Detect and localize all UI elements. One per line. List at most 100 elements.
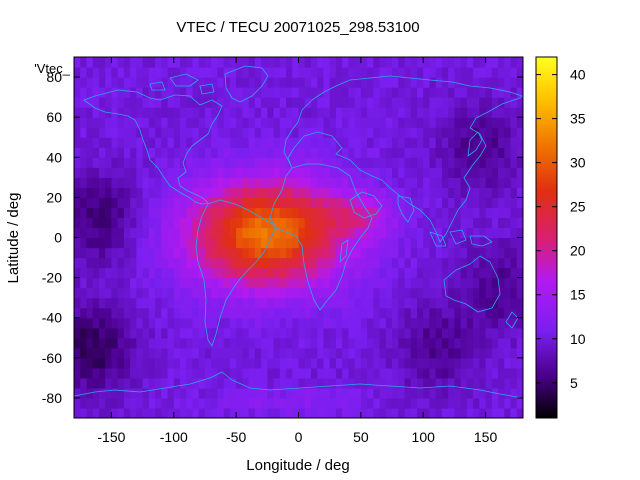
heat-cell [516, 307, 523, 319]
heat-cell [516, 127, 523, 138]
heat-cell [192, 367, 200, 379]
heat-cell [454, 57, 462, 68]
heat-cell [348, 157, 356, 168]
heat-cell [98, 347, 106, 359]
heat-cell [323, 57, 331, 68]
heat-cell [429, 57, 437, 68]
heat-cell [404, 157, 412, 168]
heat-cell [448, 157, 456, 168]
heat-cell [98, 87, 106, 98]
heat-cell [273, 367, 281, 379]
heat-cell [373, 147, 381, 158]
heat-cell [298, 77, 306, 88]
x-tick-label: 50 [353, 429, 369, 445]
heat-cell [261, 327, 268, 339]
heat-cell [348, 247, 356, 259]
heat-cell [117, 67, 125, 78]
heat-cell [354, 197, 362, 209]
heat-cell [329, 247, 337, 259]
heat-cell [392, 77, 399, 88]
heat-cell [392, 237, 399, 249]
heat-cell [105, 167, 113, 178]
heat-cell [342, 97, 349, 108]
heat-cell [267, 277, 275, 289]
heat-cell [117, 197, 125, 209]
heat-cell [354, 107, 362, 118]
heat-cell [98, 117, 106, 128]
heat-cell [279, 387, 287, 399]
heat-cell [186, 337, 194, 349]
heat-cell [273, 327, 281, 339]
heat-cell [367, 257, 374, 269]
heat-cell [173, 217, 181, 229]
heat-cell [117, 377, 125, 389]
heat-cell [111, 387, 119, 399]
heat-cell [198, 297, 206, 309]
heat-cell [211, 387, 219, 399]
heat-cell [198, 107, 206, 118]
heat-cell [398, 137, 406, 148]
heat-cell [516, 347, 523, 359]
heat-cell [186, 167, 194, 178]
heat-cell [479, 407, 487, 418]
heat-cell [123, 87, 131, 98]
colorbar [535, 56, 558, 419]
heat-cell [354, 307, 362, 319]
heat-cell [354, 337, 362, 349]
heat-cell [485, 247, 493, 259]
y-tick-label: 0 [54, 230, 62, 246]
heat-cell [329, 87, 337, 98]
heat-cell [130, 57, 137, 68]
heat-cell [130, 277, 137, 289]
heat-cell [423, 347, 431, 359]
heat-cell [74, 237, 81, 249]
heat-cell [98, 227, 106, 239]
heat-cell [261, 357, 268, 369]
heat-cell [86, 187, 94, 198]
heat-cell [111, 127, 119, 138]
heat-cell [86, 407, 94, 418]
heat-cell [485, 197, 493, 209]
heat-cell [429, 367, 437, 379]
heat-cell [385, 197, 393, 209]
heat-cell [279, 317, 287, 329]
heat-cell [304, 227, 312, 239]
heat-cell [504, 317, 512, 329]
heat-cell [373, 197, 381, 209]
heat-cell [292, 67, 300, 78]
heat-cell [485, 397, 493, 409]
heat-cell [317, 317, 325, 329]
heat-cell [398, 297, 406, 309]
heat-cell [242, 107, 250, 118]
heat-cell [373, 257, 381, 269]
heat-cell [360, 237, 368, 249]
heat-cell [117, 357, 125, 369]
heat-cell [423, 237, 431, 249]
heat-cell [254, 127, 262, 138]
heat-cell [335, 107, 343, 118]
heat-cell [74, 267, 81, 279]
heat-cell [410, 397, 418, 409]
heat-cell [204, 77, 212, 88]
heat-cell [441, 97, 449, 108]
heat-cell [254, 117, 262, 128]
heat-cell [173, 367, 181, 379]
heat-cell [360, 337, 368, 349]
heat-cell [460, 57, 468, 68]
heat-cell [460, 257, 468, 269]
heat-cell [448, 137, 456, 148]
coast-australia [443, 255, 501, 313]
heat-cell [491, 367, 499, 379]
heat-cell [310, 127, 318, 138]
heat-cell [498, 387, 505, 399]
heat-cell [130, 357, 137, 369]
heat-cell [460, 147, 468, 158]
heat-cell [80, 257, 88, 269]
heat-cell [80, 337, 88, 349]
heat-cell [304, 387, 312, 399]
heat-cell [429, 387, 437, 399]
heat-cell [435, 277, 443, 289]
heat-cell [335, 137, 343, 148]
heat-cell [466, 357, 474, 369]
heat-cell [298, 217, 306, 229]
